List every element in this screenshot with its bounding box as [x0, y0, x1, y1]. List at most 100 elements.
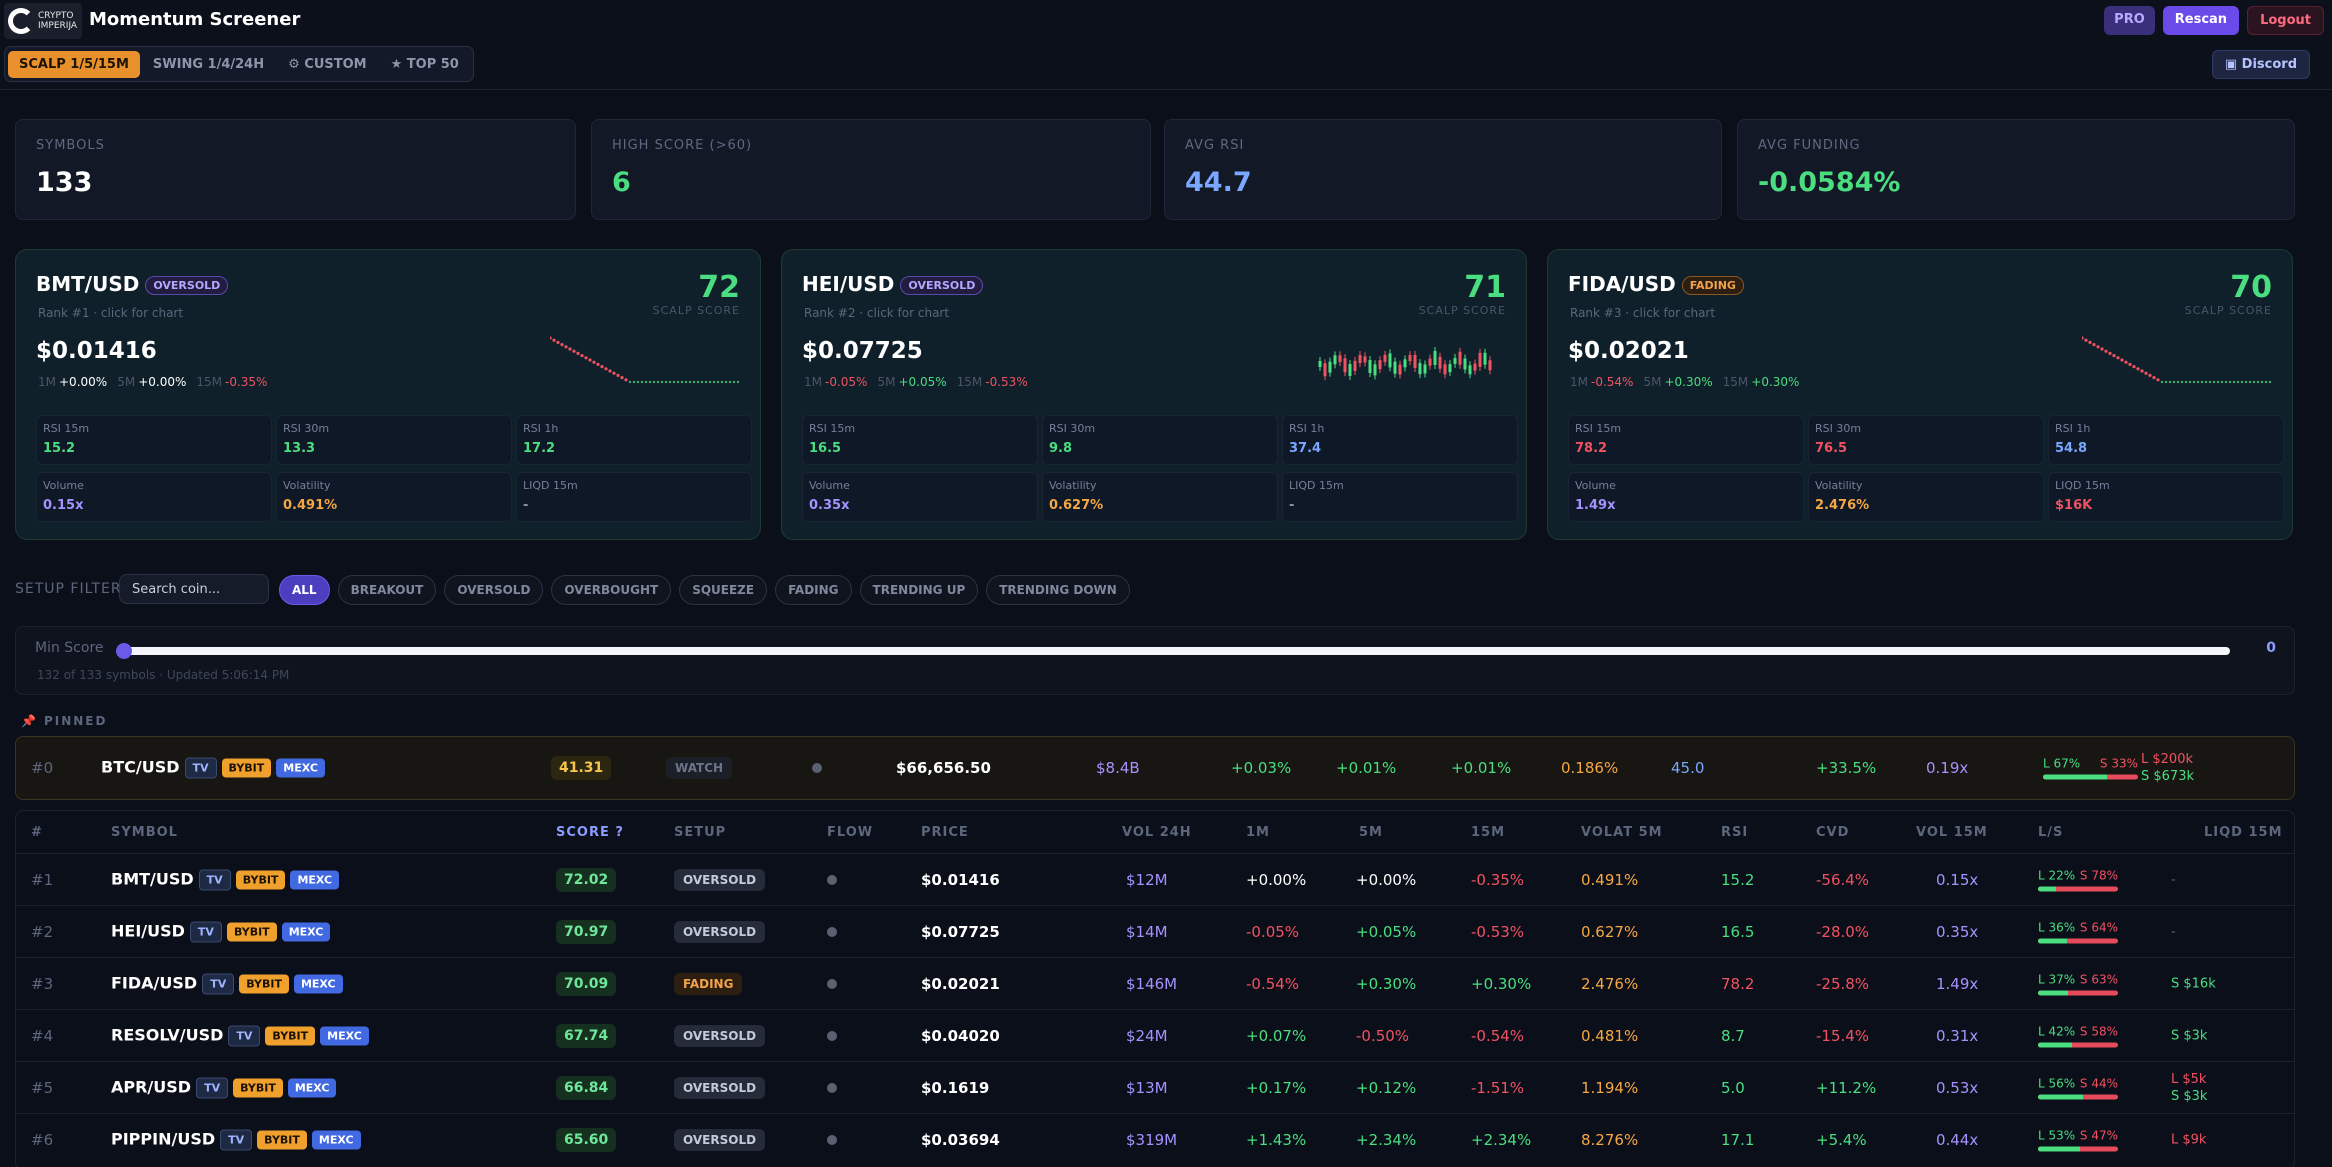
coin-card[interactable]: BMT/USD OVERSOLD Rank #1 · click for chart… [15, 249, 761, 540]
rsi-value: 8.7 [1721, 1026, 1745, 1045]
column-header: 15M [1471, 825, 1506, 840]
tv-tag[interactable]: TV [196, 1077, 229, 1098]
discord-button[interactable]: ▣ Discord [2211, 50, 2310, 79]
bybit-tag[interactable]: BYBIT [226, 922, 277, 941]
mexc-tag[interactable]: MEXC [290, 870, 340, 889]
sparkline-chart[interactable] [2082, 334, 2272, 394]
cell-cvd: +11.2% [1816, 1079, 1876, 1097]
mexc-tag[interactable]: MEXC [311, 1130, 361, 1149]
cell-setup: OVERSOLD [674, 1128, 766, 1151]
mode-custom[interactable]: ⚙ CUSTOM [288, 56, 367, 72]
card-score: 72 [698, 270, 740, 305]
bybit-tag[interactable]: BYBIT [265, 1026, 316, 1045]
sparkline-chart[interactable] [550, 334, 740, 394]
spark-point [2180, 380, 2184, 384]
spark-point [2256, 380, 2260, 384]
sparkline-chart[interactable] [1316, 334, 1506, 394]
spark-candle [1418, 363, 1422, 375]
coin-card[interactable]: HEI/USD OVERSOLD Rank #2 · click for chart… [781, 249, 1527, 540]
vol15-value: 0.44x [1936, 1130, 1979, 1149]
mode-swing[interactable]: SWING 1/4/24H [152, 56, 265, 72]
logout-button[interactable]: Logout [2247, 6, 2324, 35]
liq-line-2: S $3k [2171, 1088, 2208, 1104]
symbol-name[interactable]: APR/USD [111, 1077, 192, 1096]
filter-pill-trending-up[interactable]: TRENDING UP [859, 575, 979, 605]
spark-point [2124, 360, 2128, 364]
filter-pill-all[interactable]: ALL [279, 575, 330, 605]
tv-tag[interactable]: TV [202, 973, 235, 994]
ls-bar [2038, 938, 2118, 943]
coin-card[interactable]: FIDA/USD FADING Rank #3 · click for chart 7… [1547, 249, 2293, 540]
table-row[interactable]: #6 PIPPIN/USD TV BYBIT MEXC 65.60 OVERSOLD $0.0… [16, 1113, 2294, 1165]
stat-card: HIGH SCORE (>60) 6 [591, 119, 1151, 220]
symbol-name[interactable]: FIDA/USD [111, 973, 198, 992]
filter-pill-overbought[interactable]: OVERBOUGHT [551, 575, 672, 605]
filter-pill-fading[interactable]: FADING [775, 575, 852, 605]
symbol-name[interactable]: PIPPIN/USD [111, 1129, 216, 1148]
table-row[interactable]: #1 BMT/USD TV BYBIT MEXC 72.02 OVERSOLD $0.0141… [16, 853, 2294, 905]
bybit-tag[interactable]: BYBIT [233, 1078, 283, 1097]
filter-pill-trending-down[interactable]: TRENDING DOWN [986, 575, 1130, 605]
tv-tag[interactable]: TV [198, 869, 231, 890]
symbol-name[interactable]: BTC/USD [101, 757, 180, 777]
metric-value: - [1289, 498, 1295, 513]
spark-point [2108, 351, 2112, 355]
mexc-tag[interactable]: MEXC [287, 1078, 337, 1097]
ls-values: L 42% S 58% [2038, 1024, 2118, 1038]
stat-card: SYMBOLS 133 [15, 119, 576, 220]
bybit-tag[interactable]: BYBIT [257, 1130, 307, 1149]
table-row[interactable]: #2 HEI/USD TV BYBIT MEXC 70.97 OVERSOLD $0.0772… [16, 905, 2294, 957]
symbol-name[interactable]: HEI/USD [111, 921, 185, 940]
row-rank: #6 [31, 1130, 54, 1149]
cell-score: 66.84 [556, 1075, 617, 1100]
symbol-name[interactable]: RESOLV/USD [111, 1025, 224, 1044]
cell-liq: - [2171, 871, 2176, 888]
brand-logo[interactable]: CRYPTO IMPERIJA [4, 3, 82, 39]
column-header[interactable]: SCORE ? [556, 825, 624, 840]
table-row[interactable]: #4 RESOLV/USD TV BYBIT MEXC 67.74 OVERSOLD $0.0… [16, 1009, 2294, 1061]
row-rank: #3 [31, 974, 54, 993]
min-score-slider[interactable] [116, 643, 2230, 659]
cell-score: 67.74 [556, 1023, 617, 1048]
spark-candle [1383, 354, 1387, 362]
pinned-row[interactable]: #0 BTC/USD TV BYBIT MEXC 41.31 WATCH $66,656.50… [15, 736, 2295, 800]
mode-scalp[interactable]: SCALP 1/5/15M [8, 50, 140, 78]
tv-tag[interactable]: TV [189, 921, 222, 942]
tv-tag[interactable]: TV [184, 757, 217, 779]
symbol-cell: FIDA/USD TV BYBIT MEXC [111, 973, 343, 994]
liquidations: L $5k S $3k [2171, 1071, 2207, 1105]
rescan-button[interactable]: Rescan [2162, 6, 2240, 35]
mexc-tag[interactable]: MEXC [320, 1026, 369, 1045]
mexc-tag[interactable]: MEXC [281, 922, 331, 941]
vol15-value: 0.53x [1936, 1078, 1979, 1097]
search-input[interactable] [119, 574, 269, 604]
symbol-name[interactable]: BMT/USD [111, 869, 194, 888]
tv-tag[interactable]: TV [220, 1129, 253, 1150]
spark-point [716, 380, 720, 384]
table-row[interactable]: #3 FIDA/USD TV BYBIT MEXC 70.09 FADING $0.02021… [16, 957, 2294, 1009]
slider-handle[interactable] [116, 643, 132, 659]
mexc-tag[interactable]: MEXC [293, 974, 343, 993]
change-1m: +0.03% [1231, 759, 1292, 777]
metric-value: 2.476% [1815, 498, 1870, 513]
cell-setup: OVERSOLD [674, 1076, 766, 1099]
spark-candle [1443, 364, 1447, 375]
mode-top50[interactable]: ★ TOP 50 [390, 56, 459, 72]
cell-score: 70.09 [556, 971, 617, 996]
filter-pill-oversold[interactable]: OVERSOLD [444, 575, 544, 605]
bybit-tag[interactable]: BYBIT [235, 870, 286, 889]
mexc-tag[interactable]: MEXC [276, 758, 325, 778]
filter-pill-breakout[interactable]: BREAKOUT [337, 575, 437, 605]
cell-liq: - [2171, 923, 2176, 940]
pro-badge[interactable]: PRO [2104, 6, 2155, 35]
filter-pill-squeeze[interactable]: SQUEEZE [679, 575, 768, 605]
spark-point [2100, 347, 2104, 351]
long-value: L 36% [2038, 920, 2076, 934]
bybit-tag[interactable]: BYBIT [221, 758, 272, 778]
metric-value: 9.8 [1049, 441, 1073, 456]
bybit-tag[interactable]: BYBIT [239, 974, 289, 993]
table-row[interactable]: #5 APR/USD TV BYBIT MEXC 66.84 OVERSOLD $0.1619… [16, 1061, 2294, 1113]
change-label: 15M [196, 375, 222, 389]
metric-value: 13.3 [283, 441, 316, 456]
tv-tag[interactable]: TV [228, 1025, 261, 1046]
